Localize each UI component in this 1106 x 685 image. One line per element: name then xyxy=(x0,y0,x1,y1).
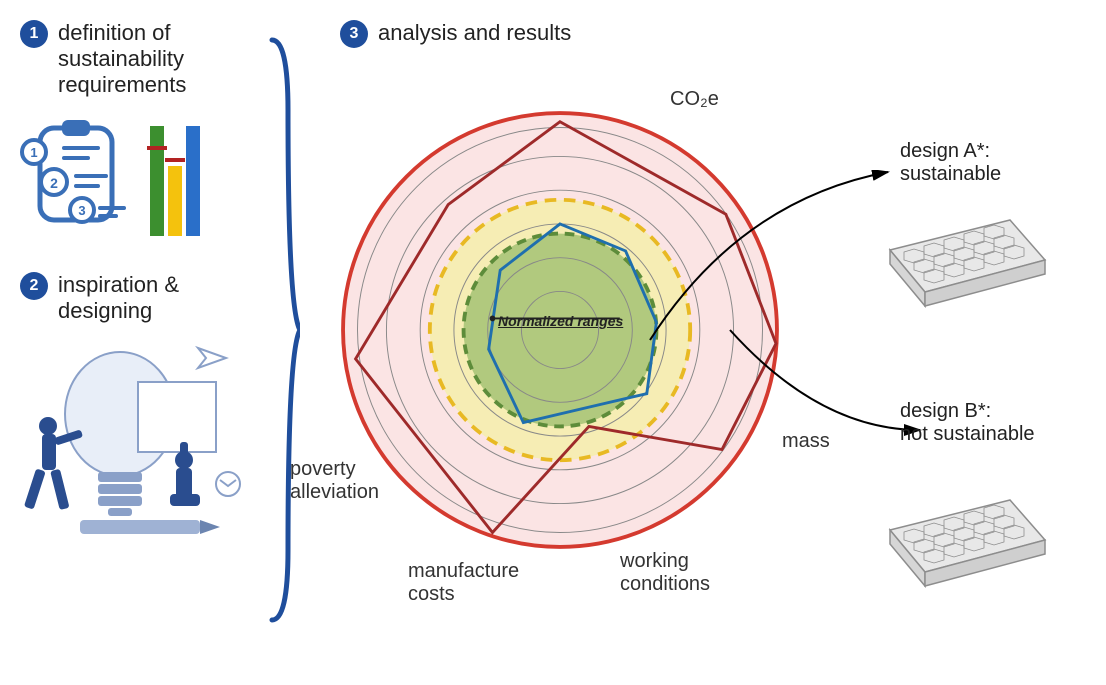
panel-a-icon xyxy=(880,210,1050,320)
radar-center-label: Normalized ranges xyxy=(498,313,623,329)
bar-1-mark xyxy=(147,146,167,150)
svg-text:1: 1 xyxy=(30,145,37,160)
step-1-row: 1 definition of sustainability requireme… xyxy=(20,20,270,98)
step-1-badge: 1 xyxy=(20,20,48,48)
left-column: 1 definition of sustainability requireme… xyxy=(20,20,270,544)
step-1-icons: 1 2 3 xyxy=(20,116,270,236)
bar-2-mark xyxy=(165,158,185,162)
panel-b-icon xyxy=(880,490,1050,600)
axis-label-working: working conditions xyxy=(620,550,710,596)
axis-label-poverty: poverty alleviation xyxy=(290,458,379,504)
clipboard-icon: 1 2 3 xyxy=(20,116,130,236)
step-3-row: 3 analysis and results xyxy=(340,20,571,48)
svg-text:2: 2 xyxy=(50,175,58,191)
svg-text:3: 3 xyxy=(78,203,85,218)
step-2-number: 2 xyxy=(30,277,39,295)
step-2-badge: 2 xyxy=(20,272,48,300)
axis-label-co2e: CO₂e xyxy=(670,88,719,111)
step-3-badge: 3 xyxy=(340,20,368,48)
bar-2 xyxy=(168,166,182,236)
step-1-title: definition of sustainability requirement… xyxy=(58,20,186,98)
step-3-title: analysis and results xyxy=(378,20,571,46)
mini-bar-chart xyxy=(150,116,200,236)
step-2-title: inspiration & designing xyxy=(58,272,179,324)
bar-1 xyxy=(150,126,164,236)
design-b-label: design B*: not sustainable xyxy=(900,400,1035,446)
axis-label-manufacture: manufacture costs xyxy=(408,560,519,606)
step-1-number: 1 xyxy=(30,25,39,43)
bar-3 xyxy=(186,126,200,236)
design-a-label: design A*: sustainable xyxy=(900,140,1001,186)
brainstorm-icon xyxy=(20,334,250,544)
step-2-row: 2 inspiration & designing xyxy=(20,272,270,324)
step-3-number: 3 xyxy=(350,25,359,43)
